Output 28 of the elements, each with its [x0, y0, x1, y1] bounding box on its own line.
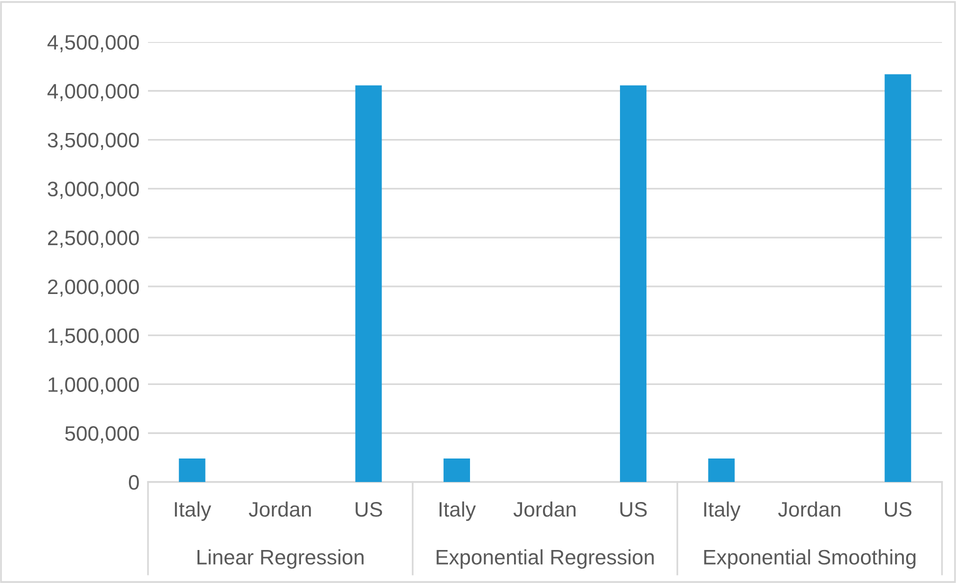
bar — [708, 458, 735, 482]
x-tick-label: US — [620, 502, 647, 517]
y-tick-label: 3,000,000 — [48, 182, 139, 199]
x-tick-label: Jordan — [513, 501, 576, 517]
x-tick-label: Italy — [440, 501, 476, 521]
text: Exponential Smoothing — [704, 549, 916, 569]
bar — [620, 85, 646, 482]
y-tick-label: 500,000 — [65, 426, 139, 444]
y-tick-label: 1,500,000 — [48, 328, 139, 346]
x-tick-label: Jordan — [778, 501, 840, 517]
text: Exponential Regression — [436, 549, 654, 569]
y-tick-label: 0 — [128, 475, 139, 490]
y-tick-label: 4,000,000 — [47, 84, 139, 102]
bar — [355, 85, 382, 482]
y-tick-label: 3,500,000 — [48, 132, 139, 150]
x-tick-label: Jordan — [248, 501, 311, 517]
y-tick-label: 4,500,000 — [47, 35, 139, 52]
y-tick-label: 2,000,000 — [48, 279, 139, 297]
y-tick-label: 1,000,000 — [48, 377, 139, 394]
bar — [884, 74, 912, 482]
text: Linear Regression — [198, 549, 364, 569]
x-tick-label: US — [356, 502, 382, 517]
x-tick-label: Italy — [174, 501, 212, 521]
bar — [444, 458, 470, 482]
x-tick-label: US — [885, 502, 912, 517]
x-tick-label: Italy — [704, 501, 741, 521]
y-tick-label: 2,500,000 — [48, 230, 139, 248]
bar — [178, 458, 206, 482]
